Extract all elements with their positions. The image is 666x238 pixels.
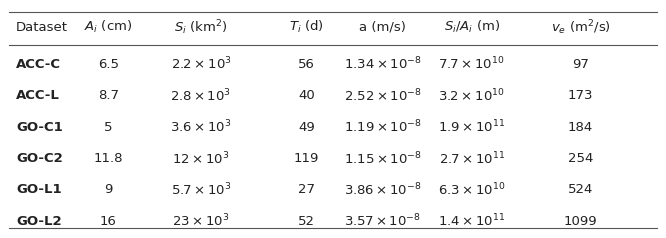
Text: $1.34 \times 10^{-8}$: $1.34 \times 10^{-8}$ — [344, 56, 422, 73]
Text: $12 \times 10^3$: $12 \times 10^3$ — [172, 150, 230, 167]
Text: $3.6 \times 10^3$: $3.6 \times 10^3$ — [170, 119, 232, 135]
Text: 1099: 1099 — [564, 215, 597, 228]
Text: $6.3 \times 10^{10}$: $6.3 \times 10^{10}$ — [438, 182, 505, 198]
Text: 254: 254 — [568, 152, 593, 165]
Text: $v_e$ (m$^2$/s): $v_e$ (m$^2$/s) — [551, 18, 611, 37]
Text: $T_i$ (d): $T_i$ (d) — [289, 19, 324, 35]
Text: 8.7: 8.7 — [98, 89, 119, 102]
Text: a (m/s): a (m/s) — [359, 21, 406, 34]
Text: 49: 49 — [298, 121, 315, 134]
Text: $1.4 \times 10^{11}$: $1.4 \times 10^{11}$ — [438, 213, 505, 230]
Text: 119: 119 — [294, 152, 319, 165]
Text: 5: 5 — [104, 121, 113, 134]
Text: 52: 52 — [298, 215, 315, 228]
Text: $3.86 \times 10^{-8}$: $3.86 \times 10^{-8}$ — [344, 182, 421, 198]
Text: $S_i$/$A_i$ (m): $S_i$/$A_i$ (m) — [444, 19, 500, 35]
Text: $1.15 \times 10^{-8}$: $1.15 \times 10^{-8}$ — [344, 150, 422, 167]
Text: GO-L1: GO-L1 — [16, 183, 62, 196]
Text: $2.52 \times 10^{-8}$: $2.52 \times 10^{-8}$ — [344, 87, 422, 104]
Text: 11.8: 11.8 — [94, 152, 123, 165]
Text: $5.7 \times 10^3$: $5.7 \times 10^3$ — [170, 182, 231, 198]
Text: $2.2 \times 10^3$: $2.2 \times 10^3$ — [170, 56, 231, 73]
Text: $S_i$ (km$^2$): $S_i$ (km$^2$) — [174, 18, 228, 37]
Text: 56: 56 — [298, 58, 315, 71]
Text: 27: 27 — [298, 183, 315, 196]
Text: $3.57 \times 10^{-8}$: $3.57 \times 10^{-8}$ — [344, 213, 421, 230]
Text: 184: 184 — [568, 121, 593, 134]
Text: $1.9 \times 10^{11}$: $1.9 \times 10^{11}$ — [438, 119, 505, 135]
Text: GO-C2: GO-C2 — [16, 152, 63, 165]
Text: 97: 97 — [572, 58, 589, 71]
Text: $A_i$ (cm): $A_i$ (cm) — [85, 19, 133, 35]
Text: $23 \times 10^3$: $23 \times 10^3$ — [172, 213, 230, 230]
Text: GO-L2: GO-L2 — [16, 215, 62, 228]
Text: $7.7 \times 10^{10}$: $7.7 \times 10^{10}$ — [438, 56, 505, 73]
Text: 6.5: 6.5 — [98, 58, 119, 71]
Text: 40: 40 — [298, 89, 315, 102]
Text: ACC-L: ACC-L — [16, 89, 60, 102]
Text: $2.7 \times 10^{11}$: $2.7 \times 10^{11}$ — [439, 150, 505, 167]
Text: $2.8 \times 10^3$: $2.8 \times 10^3$ — [170, 87, 232, 104]
Text: GO-C1: GO-C1 — [16, 121, 63, 134]
Text: Dataset: Dataset — [16, 21, 68, 34]
Text: 9: 9 — [105, 183, 113, 196]
Text: 173: 173 — [568, 89, 593, 102]
Text: 16: 16 — [100, 215, 117, 228]
Text: $1.19 \times 10^{-8}$: $1.19 \times 10^{-8}$ — [344, 119, 422, 135]
Text: ACC-C: ACC-C — [16, 58, 61, 71]
Text: $3.2 \times 10^{10}$: $3.2 \times 10^{10}$ — [438, 87, 505, 104]
Text: 524: 524 — [568, 183, 593, 196]
